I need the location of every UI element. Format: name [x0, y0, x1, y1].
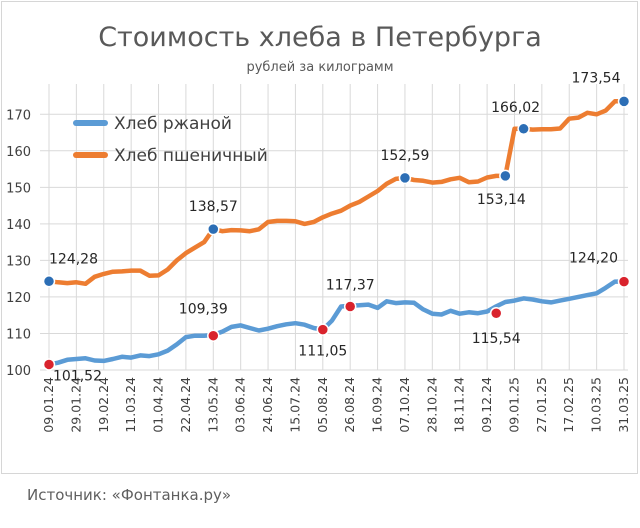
x-tick-label: 17.02.25 [561, 377, 576, 433]
data-marker [42, 358, 56, 371]
data-marker [398, 171, 412, 185]
legend-label-rye: Хлеб ржаной [114, 114, 232, 134]
data-marker [343, 300, 357, 313]
x-tick-label: 05.08.24 [315, 377, 330, 433]
x-tick-label: 28.10.24 [424, 377, 439, 433]
y-tick-label: 130 [6, 254, 31, 269]
x-tick-label: 27.01.25 [534, 377, 549, 433]
y-tick-label: 170 [6, 108, 31, 123]
x-tick-label: 09.01.25 [506, 377, 521, 433]
series-line-0 [46, 279, 627, 367]
data-label: 166,02 [491, 100, 540, 116]
data-marker [489, 306, 503, 320]
x-axis: 09.01.24 29.01.24 19.02.24 11.03.24 01.04.24… [41, 377, 631, 433]
grid [40, 84, 628, 371]
markers [42, 95, 631, 371]
x-tick-label: 01.04.24 [151, 377, 166, 433]
data-marker [499, 169, 512, 183]
chart-title: Стоимость хлеба в Петербурга [98, 22, 542, 53]
data-label: 152,59 [380, 148, 429, 164]
chart-subtitle: рублей за килограмм [246, 60, 393, 75]
x-tick-label: 11.03.24 [123, 377, 138, 433]
source-note: Источник: «Фонтанка.ру» [27, 486, 232, 504]
x-tick-label: 29.01.24 [68, 377, 83, 433]
data-marker [517, 122, 530, 136]
data-label: 153,14 [477, 192, 526, 208]
legend: Хлеб ржаной Хлеб пшеничный [73, 114, 268, 166]
x-tick-label: 16.09.24 [370, 377, 385, 433]
y-tick-label: 110 [6, 327, 31, 342]
x-tick-label: 10.03.25 [589, 377, 604, 433]
x-tick-label: 09.12.24 [479, 377, 494, 433]
data-marker [316, 323, 330, 336]
data-label: 101,52 [53, 368, 102, 384]
y-tick-label: 150 [6, 181, 31, 196]
x-tick-label: 07.10.24 [397, 377, 412, 433]
chart-frame [1, 1, 638, 474]
data-label: 109,39 [179, 302, 228, 318]
data-label: 115,54 [472, 331, 521, 347]
x-tick-label: 15.07.24 [287, 377, 302, 433]
data-label: 173,54 [572, 70, 621, 86]
x-tick-label: 09.01.24 [41, 377, 56, 433]
x-tick-label: 18.11.24 [452, 377, 467, 433]
x-tick-label: 19.02.24 [96, 377, 111, 433]
data-labels: 101,52 109,39 111,05 117,37 115,54 124,20 124,… [49, 70, 621, 384]
data-marker [617, 275, 631, 288]
y-tick-label: 140 [6, 218, 31, 233]
data-label: 117,37 [326, 278, 375, 294]
series-lines [46, 99, 627, 367]
y-tick-label: 120 [6, 291, 31, 306]
data-label: 124,20 [569, 251, 618, 267]
data-marker [617, 95, 631, 108]
x-tick-label: 31.03.25 [616, 377, 631, 433]
x-tick-label: 03.06.24 [233, 377, 248, 433]
y-axis: 100 110 120 130 140 150 160 170 [6, 108, 31, 379]
y-tick-label: 160 [6, 145, 31, 160]
data-label: 138,57 [189, 199, 238, 215]
y-tick-label: 100 [6, 364, 31, 379]
data-marker [207, 222, 220, 236]
data-label: 124,28 [49, 251, 98, 267]
x-tick-label: 24.06.24 [260, 377, 275, 433]
legend-label-wheat: Хлеб пшеничный [114, 146, 268, 166]
data-label: 111,05 [298, 344, 347, 360]
x-tick-label: 13.05.24 [205, 377, 220, 433]
data-marker [42, 275, 56, 288]
x-tick-label: 26.08.24 [342, 377, 357, 433]
data-marker [207, 329, 220, 342]
x-tick-label: 22.04.24 [178, 377, 193, 433]
chart: Стоимость хлеба в Петербурга рублей за к… [6, 22, 631, 433]
